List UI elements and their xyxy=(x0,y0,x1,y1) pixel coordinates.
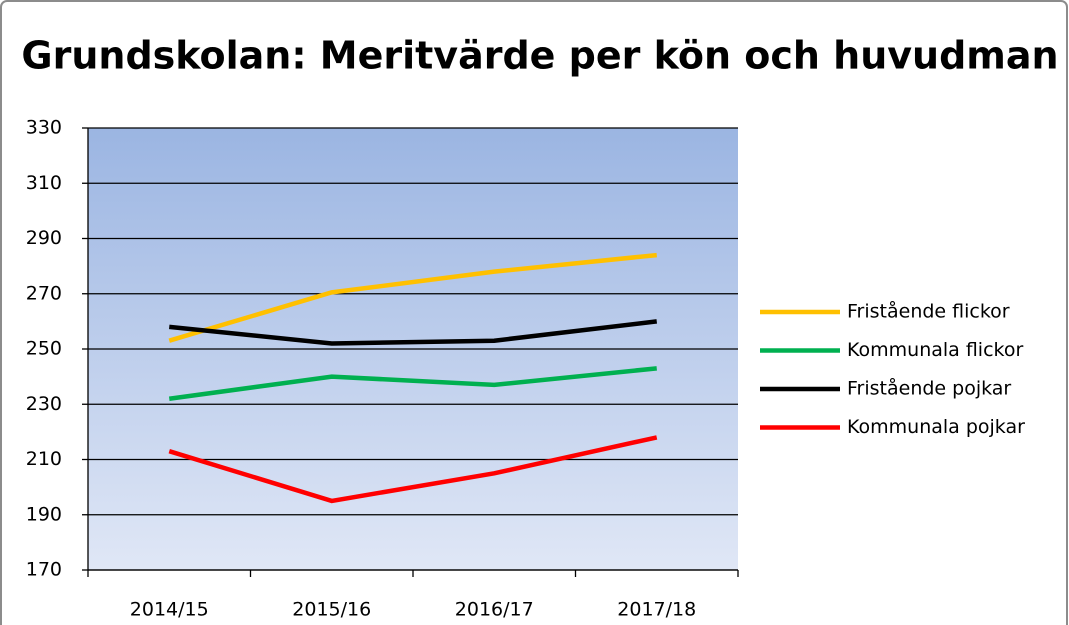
y-tick-label: 290 xyxy=(26,227,62,249)
y-tick-label: 210 xyxy=(26,448,62,470)
y-tick-label: 310 xyxy=(26,172,62,194)
y-tick-label: 230 xyxy=(26,393,62,415)
line-series xyxy=(169,319,658,346)
y-tick-label: 250 xyxy=(26,338,62,360)
line-series xyxy=(168,435,658,504)
y-tick-label: 330 xyxy=(26,117,62,139)
legend-label: Kommunala flickor xyxy=(847,339,1023,361)
chart-title: Grundskolan: Meritvärde per kön och huvu… xyxy=(21,34,1058,78)
y-tick-label: 190 xyxy=(26,503,62,525)
line-series xyxy=(168,366,657,401)
y-tick-label: 270 xyxy=(26,282,62,304)
x-tick-label: 2016/17 xyxy=(455,599,534,621)
legend-label: Fristående flickor xyxy=(847,300,1010,323)
y-tick-label: 170 xyxy=(26,559,62,581)
legend-label: Fristående pojkar xyxy=(847,377,1011,400)
line-series xyxy=(168,252,657,343)
x-tick-label: 2015/16 xyxy=(292,599,371,621)
x-tick-label: 2017/18 xyxy=(617,599,696,621)
legend-label: Kommunala pojkar xyxy=(847,416,1025,438)
x-tick-label: 2014/15 xyxy=(130,599,209,621)
